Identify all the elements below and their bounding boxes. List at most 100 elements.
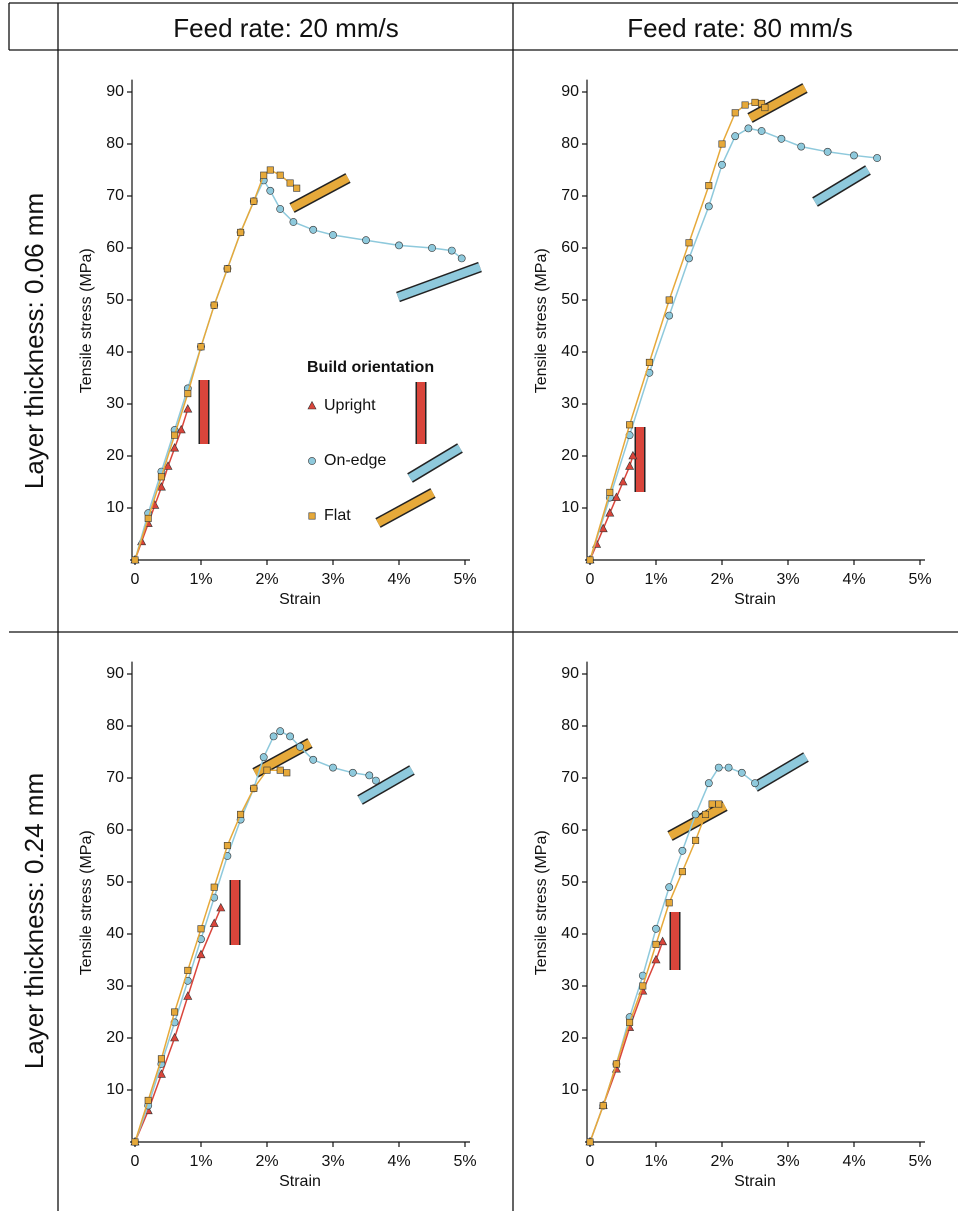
marker [704, 779, 713, 788]
marker [705, 182, 713, 190]
marker [741, 101, 749, 109]
specimen-icon [407, 444, 463, 482]
marker [737, 768, 746, 777]
marker [611, 492, 621, 501]
marker [652, 924, 660, 933]
marker [692, 836, 700, 844]
x-tick-label: 1% [189, 1153, 212, 1170]
y-tick-label: 20 [106, 1029, 124, 1046]
x-tick-label: 3% [321, 571, 344, 588]
marker [144, 514, 152, 522]
y-tick-label: 90 [561, 83, 579, 100]
marker [276, 171, 284, 179]
specimen-icon [812, 166, 871, 206]
marker [701, 810, 709, 818]
x-tick-label: 0 [131, 1153, 140, 1170]
marker [209, 918, 219, 927]
marker [586, 1138, 594, 1146]
y-tick-label: 60 [106, 239, 124, 256]
legend-title: Build orientation [307, 359, 434, 376]
marker [718, 160, 726, 169]
marker [210, 883, 218, 891]
legend-label: Upright [324, 397, 376, 414]
marker [171, 1008, 179, 1016]
marker [286, 179, 294, 187]
legend-label: Flat [324, 507, 351, 524]
marker [329, 763, 337, 772]
marker [777, 134, 786, 143]
marker [626, 421, 634, 429]
x-axis-title: Strain [734, 591, 776, 608]
y-axis-title: Tensile stress (MPa) [533, 830, 550, 975]
marker [685, 254, 693, 263]
row-header: Layer thickness: 0.24 mm [19, 773, 49, 1069]
marker [309, 755, 318, 764]
y-tick-label: 20 [561, 1029, 579, 1046]
y-tick-label: 90 [106, 665, 124, 682]
y-tick-label: 20 [561, 447, 579, 464]
marker [665, 311, 674, 320]
marker [184, 390, 192, 398]
marker [329, 231, 337, 239]
marker [260, 171, 268, 179]
marker [223, 265, 231, 273]
specimen-icon [358, 766, 414, 804]
marker [266, 166, 274, 174]
marker [658, 936, 668, 946]
specimen-icon [396, 263, 482, 301]
marker [250, 784, 258, 792]
marker [797, 142, 806, 151]
marker [586, 556, 594, 564]
marker [157, 473, 165, 481]
marker [309, 225, 318, 234]
marker [605, 508, 615, 517]
marker [156, 482, 166, 491]
y-tick-label: 30 [106, 395, 124, 412]
series-line [589, 803, 719, 1143]
marker [626, 1018, 634, 1026]
x-axis-title: Strain [279, 591, 321, 608]
marker [704, 202, 713, 211]
marker [757, 127, 766, 135]
y-tick-label: 40 [106, 925, 124, 942]
marker [606, 488, 614, 496]
y-axis-title: Tensile stress (MPa) [78, 248, 95, 393]
marker [618, 476, 628, 486]
y-tick-label: 10 [561, 499, 579, 516]
x-tick-label: 0 [131, 571, 140, 588]
marker [731, 109, 739, 117]
y-axis-title: Tensile stress (MPa) [533, 248, 550, 393]
y-tick-label: 30 [106, 977, 124, 994]
marker [223, 842, 231, 850]
y-tick-label: 60 [106, 821, 124, 838]
marker [197, 343, 205, 351]
marker [744, 124, 753, 133]
marker [362, 236, 370, 245]
marker [276, 766, 284, 774]
x-axis-title: Strain [734, 1173, 776, 1190]
marker [131, 1138, 139, 1146]
y-tick-label: 70 [561, 187, 579, 204]
y-tick-label: 40 [561, 343, 579, 360]
y-tick-label: 90 [561, 665, 579, 682]
marker [645, 358, 653, 366]
marker [457, 254, 466, 263]
marker [708, 800, 716, 808]
x-tick-label: 2% [255, 571, 278, 588]
x-tick-label: 3% [776, 1153, 799, 1170]
marker [598, 523, 608, 533]
y-tick-label: 50 [106, 873, 124, 890]
y-tick-label: 10 [106, 1081, 124, 1098]
x-tick-label: 2% [710, 571, 733, 588]
marker [761, 104, 769, 112]
marker [170, 1032, 180, 1042]
marker [371, 776, 380, 785]
marker [724, 763, 733, 772]
marker [685, 239, 693, 247]
y-tick-label: 20 [106, 447, 124, 464]
column-header: Feed rate: 80 mm/s [627, 13, 852, 43]
y-tick-label: 40 [106, 343, 124, 360]
x-tick-label: 1% [189, 571, 212, 588]
y-tick-label: 60 [561, 239, 579, 256]
